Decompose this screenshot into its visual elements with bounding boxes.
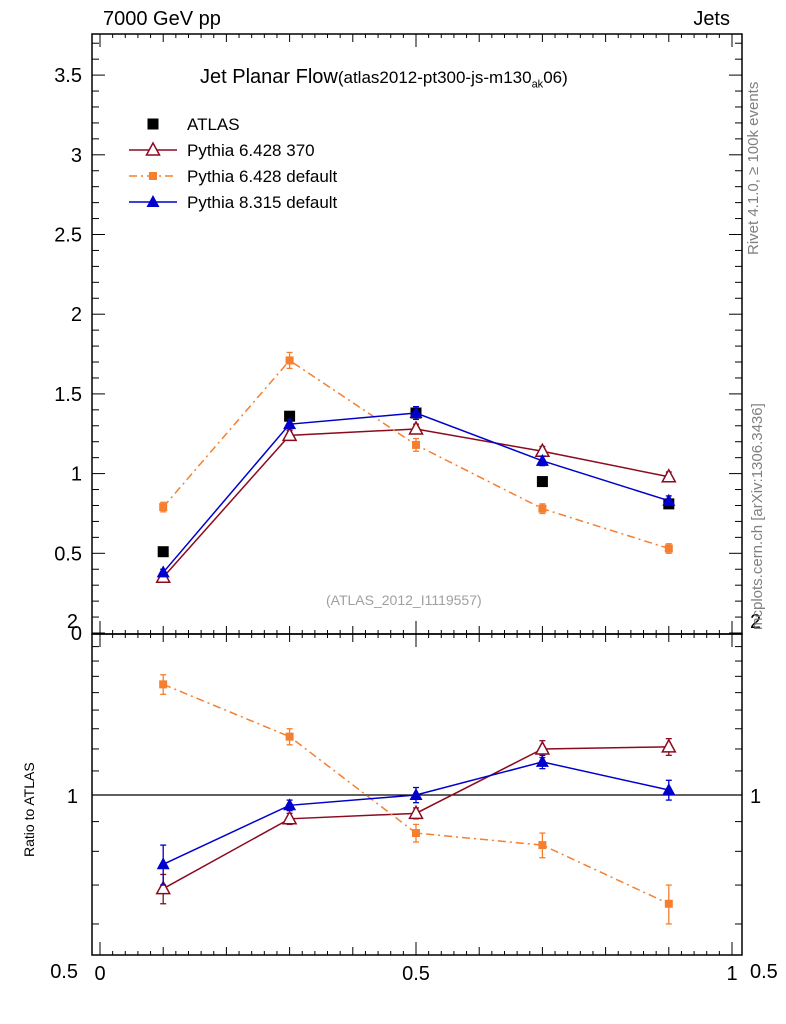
main-data-point xyxy=(156,565,170,578)
main-ytick-label: 2.5 xyxy=(54,225,82,247)
ratio-data-point xyxy=(408,804,424,820)
main-data-point xyxy=(159,503,168,512)
legend-marker xyxy=(149,172,157,180)
main-data-point xyxy=(285,356,294,365)
ratio-ytick-label: 0.5 xyxy=(50,961,78,983)
main-data-point xyxy=(409,406,423,419)
ratio-ytick-label-right: 2 xyxy=(750,611,761,633)
ratio-ytick-label: 2 xyxy=(67,611,78,633)
ratio-ytick-label: 1 xyxy=(67,786,78,808)
ratio-data-point xyxy=(661,738,677,753)
main-series-1 xyxy=(155,420,677,583)
ratio-ylabel: Ratio to ATLAS xyxy=(21,762,37,857)
ratio-series-2 xyxy=(156,754,676,886)
main-data-point xyxy=(157,546,169,558)
main-ytick-label: 3 xyxy=(71,145,82,167)
xtick-label: 1 xyxy=(726,963,737,985)
legend-marker xyxy=(145,141,161,156)
legend-label: ATLAS xyxy=(187,115,240,134)
main-data-point xyxy=(283,417,297,430)
xtick-label: 0 xyxy=(94,963,105,985)
header-right: Jets xyxy=(693,8,730,30)
main-ytick-label: 0 xyxy=(71,623,82,645)
main-ytick-label: 2 xyxy=(71,304,82,326)
header-left: 7000 GeV pp xyxy=(103,8,221,30)
ratio-data-point xyxy=(535,754,549,767)
ratio-data-point xyxy=(409,788,423,800)
main-data-point xyxy=(408,420,424,435)
legend-marker xyxy=(146,195,160,207)
chart-title-detail: (atlas2012-pt300-js-m130ak06) xyxy=(337,68,568,91)
ratio-series-0 xyxy=(155,738,677,905)
legend-label: Pythia 8.315 default xyxy=(187,193,338,212)
main-data-point xyxy=(661,468,677,483)
analysis-watermark: (ATLAS_2012_I1119557) xyxy=(326,592,482,608)
ratio-data-point xyxy=(281,810,298,825)
main-ytick-label: 1 xyxy=(71,464,82,486)
main-data-point xyxy=(281,426,298,442)
chart-title: Jet Planar Flow(atlas2012-pt300-js-m130a… xyxy=(200,66,568,90)
ratio-data-point xyxy=(662,783,676,796)
ratio-data-point xyxy=(285,732,294,741)
legend-label: Pythia 6.428 370 xyxy=(187,141,315,160)
main-series-line xyxy=(162,359,670,550)
main-data-point xyxy=(664,544,673,553)
main-ytick-label: 1.5 xyxy=(54,384,82,406)
xtick-label: 0.5 xyxy=(402,963,430,985)
ratio-data-point xyxy=(159,680,168,689)
title-detail-pre: (atlas2012-pt300-js-m130 xyxy=(337,68,532,87)
main-data-point xyxy=(284,410,296,422)
main-data-point xyxy=(662,493,676,506)
main-data-point xyxy=(536,476,548,488)
main-data-point xyxy=(412,440,420,449)
ratio-series-1 xyxy=(159,674,673,925)
main-series-2 xyxy=(159,351,673,554)
mcplots-label: mcplots.cern.ch [arXiv:1306.3436] xyxy=(749,403,766,630)
ratio-ytick-label-right: 1 xyxy=(750,786,761,808)
title-detail-post: 06) xyxy=(543,68,568,87)
main-ytick-label: 0.5 xyxy=(54,543,82,565)
chart-title-main: Jet Planar Flow xyxy=(200,66,338,88)
legend-label: Pythia 6.428 default xyxy=(187,167,338,186)
main-data-point xyxy=(535,453,549,466)
main-series-3 xyxy=(156,406,676,578)
legend-marker xyxy=(147,118,159,130)
rivet-label: Rivet 4.1.0, ≥ 100k events xyxy=(745,81,762,255)
ratio-data-point xyxy=(664,899,673,908)
main-ytick-label: 3.5 xyxy=(54,65,82,87)
main-data-point xyxy=(538,504,547,513)
ratio-data-point xyxy=(156,857,170,870)
ratio-ytick-label-right: 0.5 xyxy=(750,961,778,983)
ratio-data-point xyxy=(412,829,420,838)
ratio-data-point xyxy=(538,841,547,850)
ratio-data-point xyxy=(283,798,297,811)
ratio-data-point xyxy=(155,880,171,895)
ratio-data-point xyxy=(534,740,551,755)
title-detail-sub: ak xyxy=(531,78,544,91)
